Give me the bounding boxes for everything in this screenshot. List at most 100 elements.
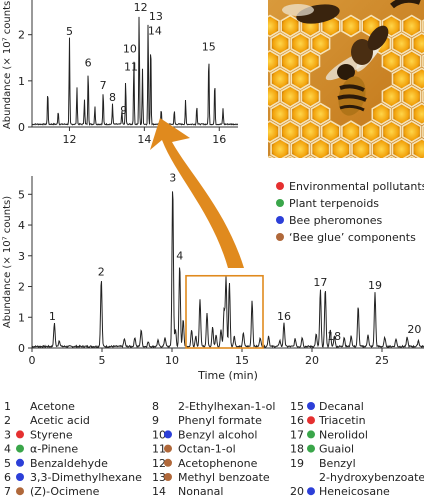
- compound-name-cont: 2-hydroxybenzoate: [319, 471, 424, 484]
- compound-category-dot-icon: [164, 430, 172, 439]
- category-dot-icon: [276, 233, 284, 241]
- compound-list: 1 Acetone 2 Acetic acid 3 Styrene 4 α-Pinene 5 Be…: [4, 400, 424, 498]
- compound-category-dot-icon: [307, 402, 315, 410]
- inset-peak-label: 14: [148, 25, 162, 38]
- compound-number: 16: [290, 414, 304, 427]
- inset-x-tick-label: 12: [62, 133, 76, 146]
- compound-number: 18: [290, 443, 304, 456]
- main-peak-label: 2: [98, 265, 105, 278]
- main-peak-label: 19: [368, 279, 382, 292]
- compound-name: Benzyl alcohol: [178, 428, 257, 441]
- compound-category-dot-icon: [307, 416, 315, 425]
- compound-category-dot-icon: [16, 458, 24, 467]
- category-label: Plant terpenoids: [289, 197, 379, 210]
- main-peak-label: 4: [176, 250, 183, 263]
- inset-y-axis-label: Abundance (× 10⁷ counts): [2, 0, 13, 129]
- main-y-tick-label: 1: [18, 311, 25, 324]
- category-dot-icon: [276, 216, 284, 224]
- main-x-tick-label: 15: [235, 354, 249, 367]
- main-y-tick-label: 5: [18, 188, 25, 201]
- inset-peak-label: 12: [134, 1, 148, 14]
- main-y-tick-label: 0: [18, 342, 25, 355]
- compound-category-dot-icon: [307, 430, 315, 439]
- compound-name: Acetophenone: [178, 457, 258, 470]
- compound-number: 7: [4, 485, 11, 498]
- inset-trace-line: [32, 16, 238, 126]
- compound-category-dot-icon: [164, 473, 172, 481]
- inset-y-tick-label: 0: [18, 121, 25, 134]
- main-x-tick-label: 0: [29, 354, 36, 367]
- compound-name: Methyl benzoate: [178, 471, 270, 484]
- main-x-axis-label: Time (min): [197, 369, 258, 382]
- compound-name: 2-Ethylhexan-1-ol: [178, 400, 275, 413]
- compound-category-dot-icon: [307, 487, 315, 496]
- category-dot-icon: [276, 199, 284, 207]
- compound-name: Nonanal: [178, 485, 223, 498]
- compound-number: 2: [4, 414, 11, 427]
- compound-category-dot-icon: [16, 473, 24, 481]
- category-label: Environmental pollutants: [289, 180, 424, 193]
- compound-number: 12: [152, 457, 166, 470]
- main-chromatogram: 0 5 10 15 20 25 0 1 2 3 4 5 1 2 3 4 16 17 18 19 20 Abundanc…: [2, 172, 424, 382]
- compound-name: Nerolidol: [319, 428, 368, 441]
- compound-name: (Z)-Ocimene: [30, 485, 100, 498]
- inset-peak-label: 11: [124, 61, 138, 74]
- compound-number: 14: [152, 485, 166, 498]
- compound-number: 19: [290, 457, 304, 470]
- compound-number: 10: [152, 428, 166, 441]
- compound-number: 1: [4, 400, 11, 413]
- main-y-tick-label: 3: [18, 250, 25, 263]
- compound-name: Guaiol: [319, 443, 354, 456]
- honeybee-photo-icon: [268, 0, 424, 158]
- inset-peak-label: 15: [202, 40, 216, 53]
- compound-category-dot-icon: [16, 487, 24, 496]
- compound-name: Acetone: [30, 400, 75, 413]
- main-x-tick-label: 20: [305, 354, 319, 367]
- compound-number: 8: [152, 400, 159, 413]
- compound-number: 5: [4, 457, 11, 470]
- inset-y-tick-label: 1: [18, 75, 25, 88]
- compound-number: 11: [152, 443, 166, 456]
- compound-category-dot-icon: [16, 444, 24, 453]
- inset-peak-label: 7: [100, 79, 107, 92]
- inset-peak-label: 9: [120, 104, 127, 117]
- main-x-tick-label: 5: [99, 354, 106, 367]
- compound-category-dot-icon: [16, 430, 24, 439]
- compound-name: Decanal: [319, 400, 364, 413]
- compound-number: 15: [290, 400, 304, 413]
- main-y-tick-label: 4: [18, 219, 25, 232]
- main-peak-label: 16: [277, 310, 291, 323]
- compound-number: 3: [4, 428, 11, 441]
- main-x-tick-label: 10: [165, 354, 179, 367]
- main-peak-label: 17: [313, 276, 327, 289]
- main-trace-line: [32, 191, 424, 348]
- main-x-tick-label: 25: [375, 354, 389, 367]
- main-peak-label: 3: [169, 172, 176, 185]
- compound-name: Benzyl: [319, 457, 356, 470]
- compound-name: Benzaldehyde: [30, 457, 108, 470]
- main-peak-label: 20: [407, 323, 421, 336]
- compound-number: 13: [152, 471, 166, 484]
- compound-name: 3,3-Dimethylhexane: [30, 471, 142, 484]
- inset-y-tick-label: 2: [18, 29, 25, 42]
- compound-name: Phenyl formate: [178, 414, 262, 427]
- compound-number: 20: [290, 485, 304, 498]
- compound-name: Triacetin: [318, 414, 366, 427]
- compound-category-dot-icon: [307, 444, 315, 453]
- inset-peak-label: 13: [149, 10, 163, 23]
- category-legend: Environmental pollutants Plant terpenoids…: [276, 180, 424, 244]
- inset-peak-label: 8: [109, 91, 116, 104]
- compound-name: α-Pinene: [30, 443, 78, 456]
- compound-number: 9: [152, 414, 159, 427]
- zoom-region-box: [185, 274, 264, 349]
- inset-peak-label: 10: [123, 42, 137, 55]
- inset-peak-label: 6: [85, 57, 92, 70]
- compound-category-dot-icon: [164, 444, 172, 453]
- main-peak-label: 18: [327, 330, 341, 343]
- compound-name: Styrene: [30, 428, 73, 441]
- compound-number: 17: [290, 428, 304, 441]
- main-y-tick-label: 2: [18, 281, 25, 294]
- compound-name: Heneicosane: [319, 485, 390, 498]
